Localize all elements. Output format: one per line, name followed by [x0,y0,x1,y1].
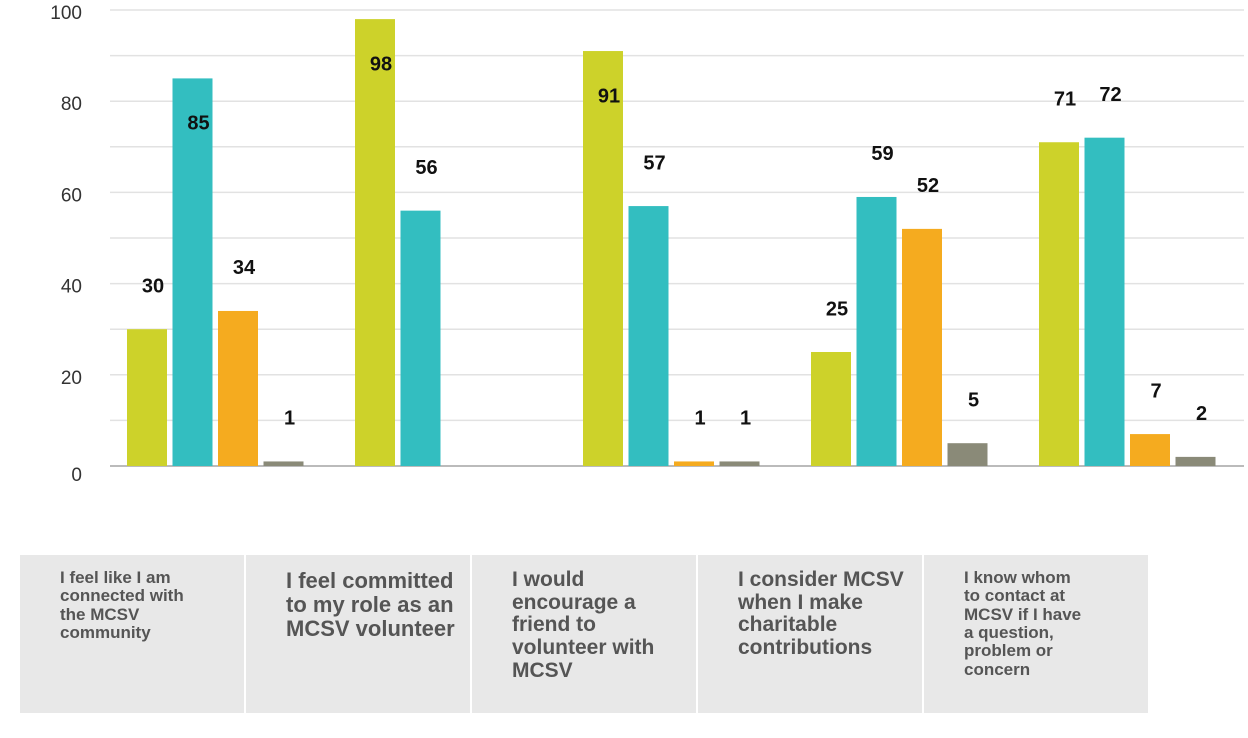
value-label: 72 [1099,84,1121,106]
x-tick-label: I feel committed to my role as an MCSV v… [246,555,470,713]
y-tick-label: 40 [61,277,82,298]
value-label: 5 [968,389,979,411]
bar [172,78,213,467]
bar [628,206,669,466]
bar [583,51,623,466]
value-label: 52 [917,175,939,197]
bar [400,210,441,466]
x-tick-label: I know whom to contact at MCSV if I have… [924,555,1148,713]
bar [719,461,760,466]
value-label: 56 [415,157,437,179]
value-label: 30 [142,275,164,297]
bar [127,329,167,466]
bar [856,196,897,466]
y-tick-label: 80 [61,94,82,115]
value-label: 1 [740,408,751,430]
bar [811,352,851,466]
value-label: 7 [1150,380,1161,402]
value-label: 25 [826,298,848,320]
y-tick-label: 100 [50,3,82,24]
bar [1130,434,1170,466]
bar [218,310,258,466]
value-label: 1 [694,408,705,430]
bar [1039,142,1079,467]
value-label: 91 [598,85,620,107]
value-label: 2 [1196,403,1207,425]
bar [674,461,714,466]
value-label: 71 [1054,89,1076,111]
bar [902,228,942,466]
y-tick-label: 60 [61,185,82,206]
y-tick-label: 20 [61,368,82,389]
bar [1084,137,1125,466]
x-tick-label: I feel like I am connected with the MCSV… [20,555,244,713]
value-label: 1 [284,408,295,430]
y-tick-label: 0 [71,465,82,486]
bar [1175,456,1216,466]
value-label: 59 [871,143,893,165]
value-label: 85 [187,113,209,135]
value-label: 34 [233,257,256,279]
value-label: 57 [643,152,665,174]
bar [947,443,988,466]
bar [355,19,395,467]
x-tick-label: I would encourage a friend to volunteer … [472,555,696,713]
bar [263,461,304,466]
value-label: 98 [370,53,392,75]
x-tick-label: I consider MCSV when I make charitable c… [698,555,922,713]
